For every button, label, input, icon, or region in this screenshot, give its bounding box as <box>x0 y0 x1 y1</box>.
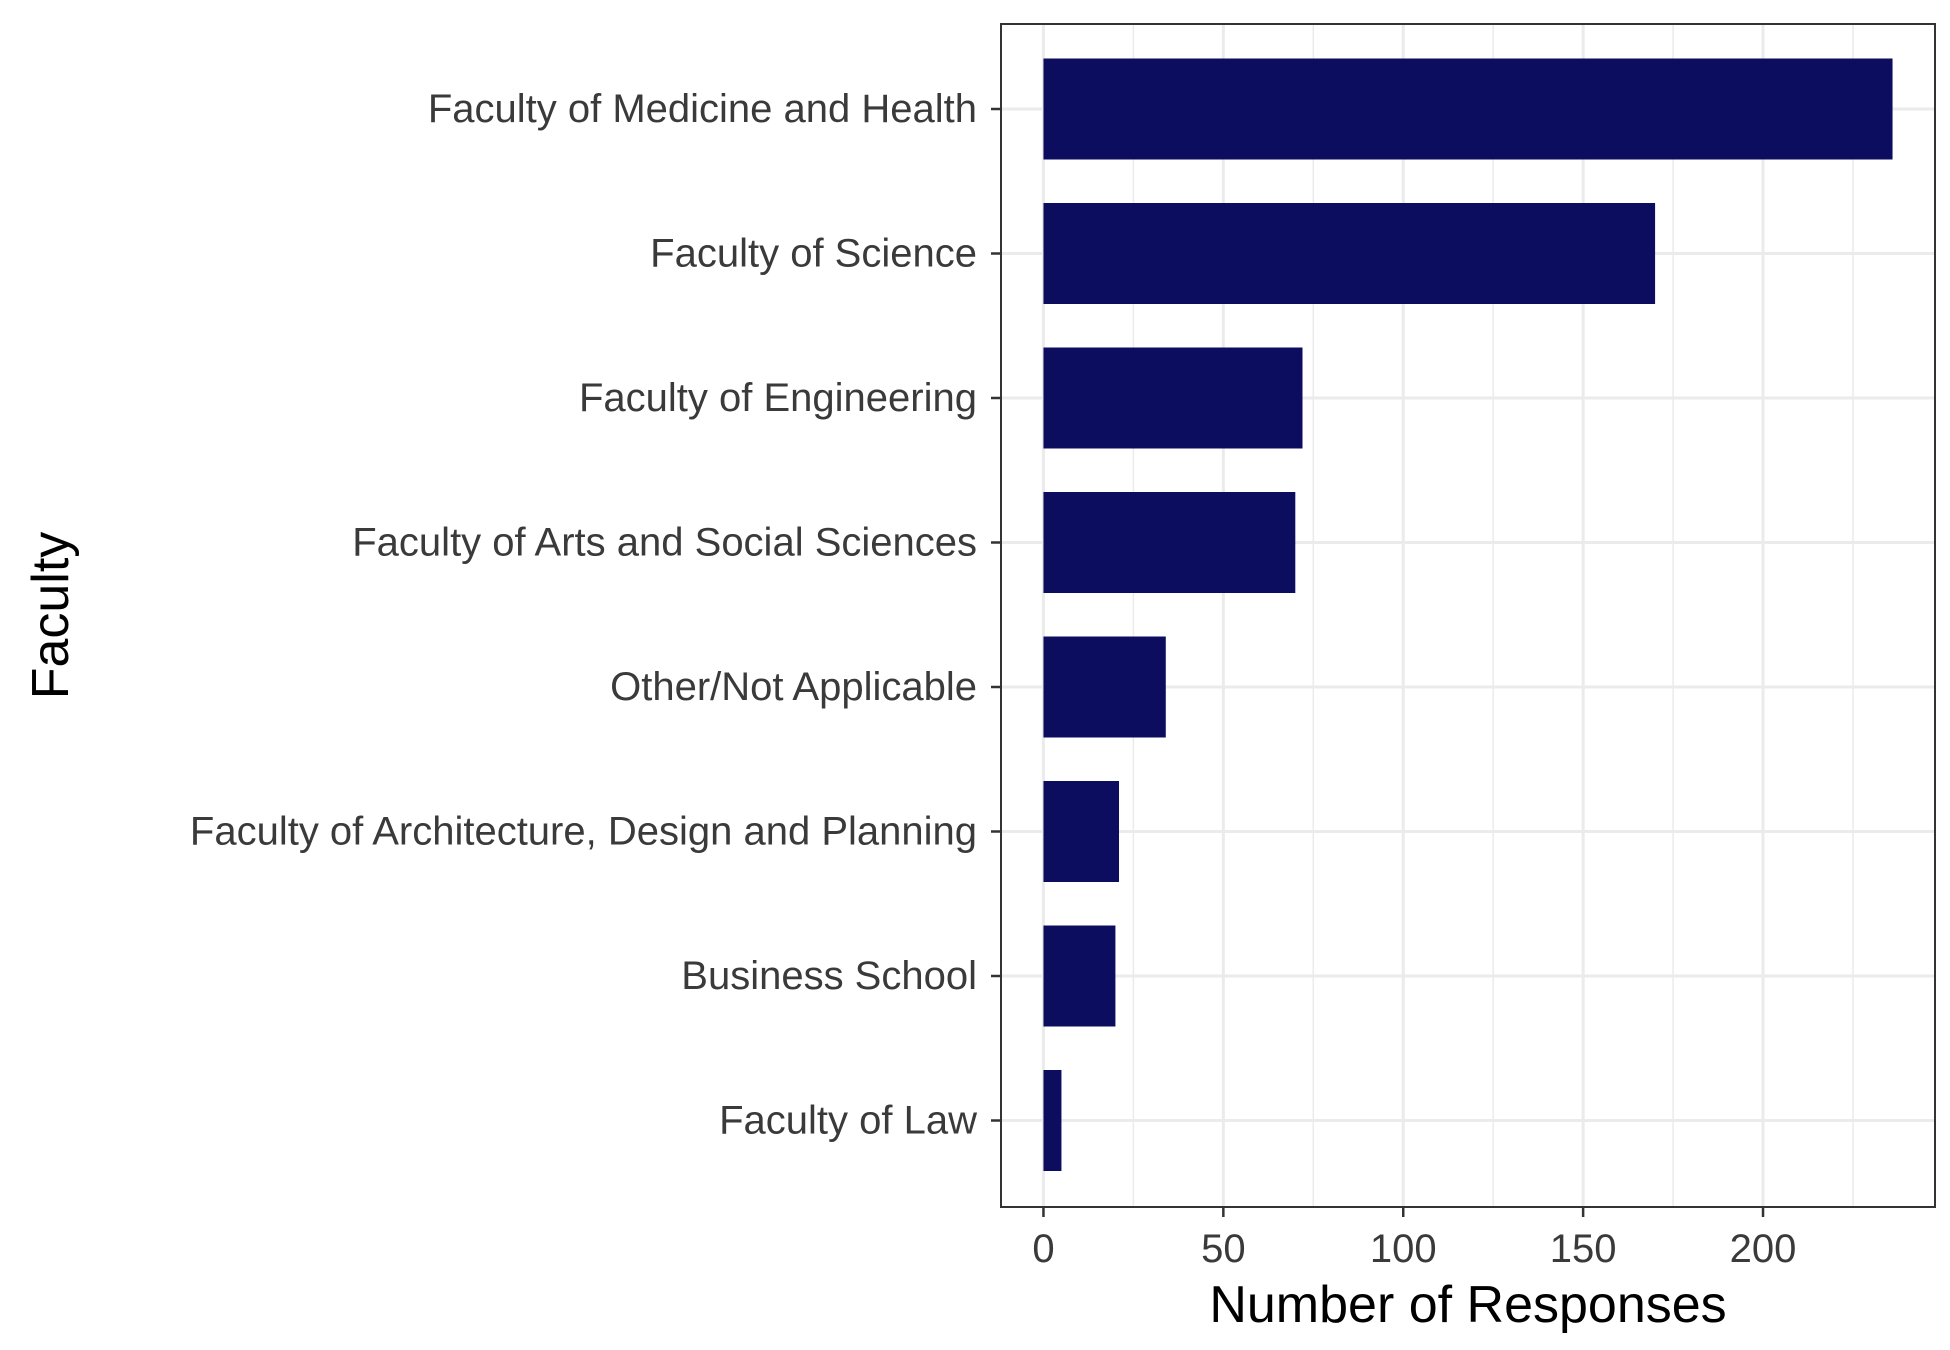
bar <box>1043 925 1116 1027</box>
y-axis-title: Faculty <box>22 532 80 700</box>
bar <box>1043 347 1303 449</box>
y-tick-label: Business School <box>681 954 977 998</box>
bar <box>1043 203 1656 304</box>
y-tick-label: Faculty of Architecture, Design and Plan… <box>190 810 977 854</box>
x-tick-label: 150 <box>1550 1227 1617 1271</box>
bars <box>1043 58 1893 1171</box>
x-tick-label: 50 <box>1201 1227 1246 1271</box>
x-axis-title: Number of Responses <box>1209 1276 1726 1334</box>
bar <box>1043 781 1120 882</box>
bar <box>1043 1070 1062 1171</box>
panel-border <box>1000 23 1936 1208</box>
bar <box>1043 636 1166 738</box>
x-tick-label: 200 <box>1730 1227 1797 1271</box>
x-axis-ticks: 0 50 100 150 200 <box>1032 1207 1796 1271</box>
y-axis-ticks: Faculty of Medicine and Health Faculty of… <box>190 87 1001 1143</box>
y-tick-label: Faculty of Science <box>650 232 977 276</box>
major-gridlines <box>1001 24 1935 1207</box>
y-tick-label: Other/Not Applicable <box>610 665 977 709</box>
bar <box>1043 492 1296 593</box>
y-tick-label: Faculty of Medicine and Health <box>428 87 977 131</box>
x-tick-label: 0 <box>1032 1227 1054 1271</box>
y-tick-label: Faculty of Arts and Social Sciences <box>352 521 977 565</box>
y-tick-label: Faculty of Law <box>719 1099 977 1143</box>
minor-gridlines <box>1132 24 1854 1207</box>
y-tick-label: Faculty of Engineering <box>579 376 977 420</box>
bar <box>1043 58 1893 160</box>
x-tick-label: 100 <box>1370 1227 1437 1271</box>
